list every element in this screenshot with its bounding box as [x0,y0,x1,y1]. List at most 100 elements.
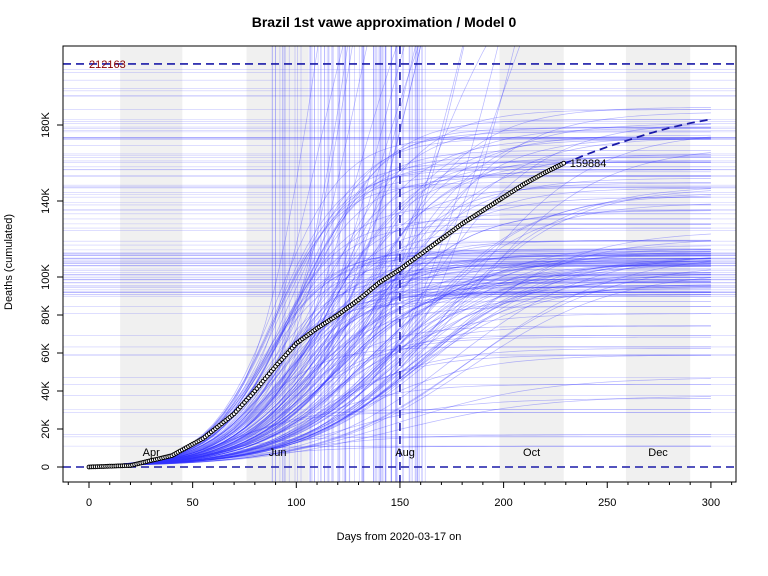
reference-lines [63,46,736,482]
ensemble-curve [88,378,711,467]
ensemble-curve [88,255,711,467]
ensemble-curve [88,263,711,467]
ensemble-curve [88,203,711,467]
x-tick-label: 150 [391,497,409,509]
month-label-dec: Dec [648,447,668,459]
y-axis-label: Deaths (cumulated) [3,214,15,310]
ensemble-curve [88,109,711,467]
ensemble-curve [88,190,711,467]
ensemble-curve [88,210,711,467]
ensemble-curve [88,46,422,467]
ensemble-curve [88,107,711,467]
ensemble-curve [88,383,711,467]
month-band-jun [246,47,309,481]
ensemble-curve [88,182,711,467]
ensemble-curve [88,156,711,467]
x-axis-label: Days from 2020-03-17 on [337,531,462,543]
ensemble-curve [88,255,711,467]
y-tick-label: 20K [40,419,52,439]
observed-points [86,160,567,470]
y-tick-label: 140K [40,187,52,213]
x-tick-label: 300 [702,497,720,509]
ensemble-curve [88,134,711,467]
y-tick-label: 40K [40,381,52,401]
ensemble-curve [88,233,711,467]
ensemble-curve [88,282,711,467]
ensemble-curve [88,269,711,467]
ensemble-curve [88,266,711,467]
ensemble-curve [88,263,711,467]
month-band-apr [120,47,183,481]
ensemble-curve [88,46,353,467]
ensemble-curve [88,295,711,467]
ensemble-curve [88,249,711,467]
ensemble-curve [88,279,711,467]
annotation-212163: 212163 [89,59,126,71]
ensemble-curve [88,46,368,467]
ensemble-curve [88,46,344,467]
ensemble-curve [88,153,711,467]
ensemble-curve [88,123,711,467]
ensemble-curve [88,209,711,467]
observed-point [561,160,567,166]
ensemble-curve [88,274,711,467]
ensemble-curve [88,260,711,467]
ensemble-curve [88,224,711,467]
ensemble-curve [88,194,711,467]
ensemble-curve [88,287,711,467]
ensemble-curve [88,128,711,467]
ensemble-curve [88,258,711,467]
annotations: 212163 159884 [89,59,606,170]
month-label-aug: Aug [395,447,415,459]
month-band-oct [499,47,564,481]
ensemble-curve [88,273,711,467]
ensemble-curve [88,272,711,467]
ensemble-curve [88,46,349,467]
ensemble-curve [88,257,711,467]
ensemble-curve [88,287,711,467]
ensemble-curve [88,240,711,467]
annotation-159884: 159884 [570,158,607,170]
month-label-jun: Jun [269,447,287,459]
ensemble-curve [88,263,711,467]
ensemble-curve [88,245,711,467]
ensemble-curve [88,306,711,467]
y-tick-label: 80K [40,305,52,325]
ensemble-curve [88,46,465,467]
x-tick-label: 50 [187,497,199,509]
ensemble-curve [88,119,711,467]
y-tick-label: 100K [40,263,52,289]
ensemble-curve [88,136,711,467]
ensemble-curve [88,445,711,467]
x-tick-label: 0 [86,497,92,509]
x-tick-label: 200 [494,497,512,509]
chart-title: Brazil 1st vawe approximation / Model 0 [252,14,517,30]
y-tick-label: 0 [40,464,52,470]
y-axis: 0 20K 40K 60K 80K 100K 140K 180K [40,111,63,470]
x-axis: 0 50 100 150 200 250 300 [67,482,733,509]
ensemble-curve [88,445,711,467]
month-band-dec [625,47,691,481]
ensemble-curve [88,239,711,467]
month-label-apr: Apr [143,447,160,459]
ensemble-curve [88,284,711,467]
ensemble-curve [88,277,711,467]
ensemble-curve [88,123,711,467]
y-tick-label: 180K [40,111,52,137]
ensemble-curve [88,160,711,467]
ensemble-curve [88,265,711,467]
ensemble-curve [88,285,711,467]
month-label-oct: Oct [523,447,540,459]
ensemble-curve [88,46,398,467]
y-tick-label: 60K [40,343,52,363]
x-tick-label: 250 [598,497,616,509]
ensemble-curve [88,260,711,467]
ensemble-curve [88,46,521,467]
month-bands [120,47,691,481]
ensemble-curve [88,252,711,467]
x-tick-label: 100 [287,497,305,509]
ensemble-curve [88,169,711,467]
ensemble-curve [88,291,711,467]
ensemble-curve [88,186,711,467]
